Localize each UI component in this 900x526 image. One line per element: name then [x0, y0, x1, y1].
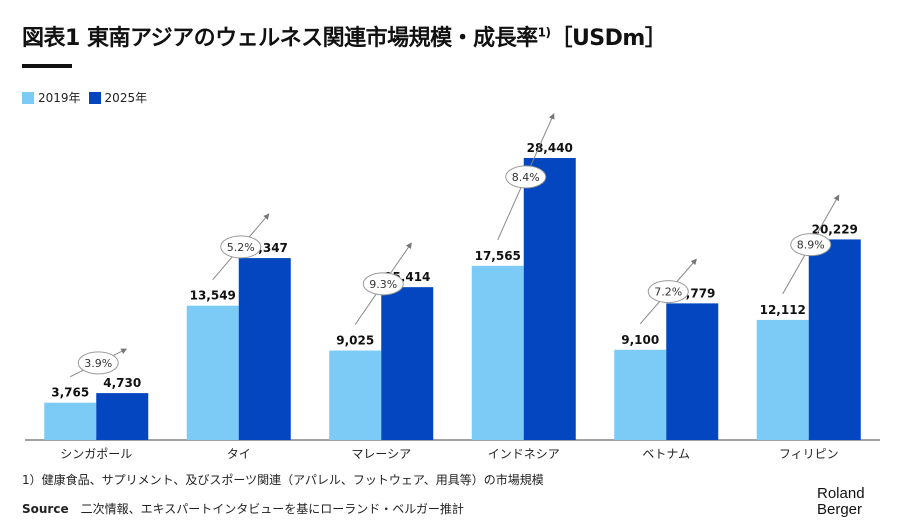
growth-rate-label-4: 7.2%: [654, 286, 682, 299]
bar-2019-1: [186, 305, 239, 440]
value-label-2019-0: 3,765: [51, 386, 89, 400]
value-label-2025-0: 4,730: [103, 376, 141, 390]
category-label-4: ベトナム: [642, 447, 690, 461]
chart-legend: 2019年 2025年: [22, 89, 155, 106]
logo-line-2: Berger: [817, 501, 863, 518]
bar-2025-4: [666, 303, 719, 440]
source-note: Source 二次情報、エキスパートインタビューを基にローランド・ベルガー推計: [22, 500, 464, 517]
bar-2025-1: [238, 258, 291, 440]
bar-2019-2: [329, 350, 382, 440]
bar-2019-5: [756, 319, 809, 440]
legend-label-2025: 2025年: [104, 91, 148, 105]
legend-label-2019: 2019年: [38, 91, 81, 105]
bar-2019-0: [44, 402, 97, 440]
value-label-2019-2: 9,025: [336, 334, 374, 348]
value-label-2019-3: 17,565: [475, 249, 521, 263]
value-label-2019-1: 13,549: [190, 289, 236, 303]
category-label-1: タイ: [227, 447, 251, 461]
category-label-0: シンガポール: [60, 447, 132, 461]
source-text: 二次情報、エキスパートインタビューを基にローランド・ベルガー推計: [80, 502, 464, 516]
growth-bubble-3: [505, 165, 547, 189]
value-label-2019-5: 12,112: [760, 303, 806, 317]
growth-bubble-2: [362, 272, 404, 296]
logo-line-1: Roland: [817, 485, 865, 502]
legend-swatch-2025: [88, 91, 101, 104]
bar-2025-5: [808, 239, 861, 440]
legend-swatch-2019: [22, 91, 34, 104]
growth-bubble-5: [790, 233, 832, 257]
bar-chart: 3,7654,730シンガポール3.9%13,54918,347タイ5.2%9,…: [25, 113, 880, 461]
title-underline: [22, 64, 72, 68]
legend-item-2019: 2019年: [22, 89, 81, 106]
growth-rate-label-1: 5.2%: [227, 241, 255, 254]
growth-rate-label-5: 8.9%: [797, 239, 825, 252]
growth-bubble-4: [647, 280, 689, 304]
growth-rate-label-2: 9.3%: [369, 278, 397, 291]
growth-rate-label-3: 8.4%: [512, 171, 540, 184]
growth-rate-label-0: 3.9%: [84, 357, 112, 370]
growth-bubble-1: [220, 235, 262, 259]
value-label-2019-4: 9,100: [621, 333, 659, 347]
bar-2019-4: [614, 349, 667, 440]
legend-item-2025: 2025年: [88, 89, 148, 106]
roland-berger-logo: Roland Berger: [817, 486, 865, 518]
bar-2019-3: [471, 265, 524, 440]
bar-2025-2: [381, 287, 434, 440]
footnote: 1）健康食品、サプリメント、及びスポーツ関連（アパレル、フットウェア、用具等）の…: [22, 473, 544, 487]
page-title: 図表1 東南アジアのウェルネス関連市場規模・成長率1)［USDm］: [22, 25, 667, 51]
category-label-3: インドネシア: [488, 447, 560, 461]
value-label-2025-5: 20,229: [812, 222, 858, 236]
growth-bubble-0: [77, 351, 119, 375]
category-label-5: フィリピン: [779, 447, 839, 461]
bar-2025-3: [523, 158, 576, 440]
value-label-2025-3: 28,440: [527, 141, 573, 155]
source-label: Source: [22, 502, 69, 516]
bar-2025-0: [96, 393, 149, 440]
category-label-2: マレーシア: [351, 447, 411, 461]
